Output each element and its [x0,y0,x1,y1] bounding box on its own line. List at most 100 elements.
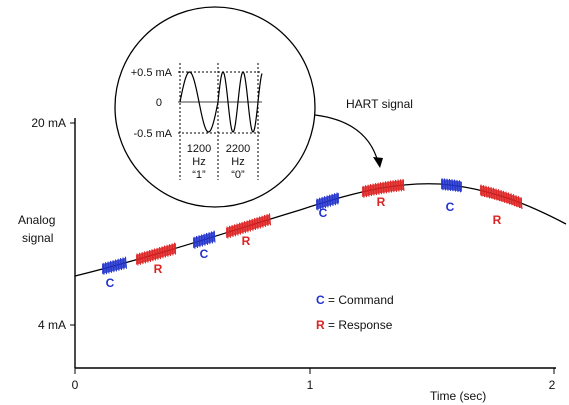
burst-ripple [196,235,198,249]
burst-ripple [112,260,115,273]
burst-ripple [149,249,151,263]
freq2-bit: “0” [231,169,245,181]
response-burst-2 [136,242,176,266]
legend-command-letter: C [316,293,325,307]
burst-ripple [329,194,331,207]
burst-ripple [326,195,329,208]
burst-ripple [239,222,241,235]
burst-ripple [515,195,518,208]
burst-ripple [226,226,229,239]
freq2-value: 2200 [226,143,250,155]
burst-ripple [520,197,523,210]
burst-ripple [372,183,375,196]
command-letter-5: C [319,206,328,220]
legend-response-text: = Response [325,318,393,332]
burst-ripple [459,180,461,193]
burst-ripple [385,181,387,194]
legend-command-text: = Command [325,293,394,307]
burst-ripple [115,259,117,272]
burst-ripple [365,185,367,198]
burst-ripple [490,186,493,200]
burst-ripple [495,188,498,201]
burst-ripple [213,230,216,243]
inset-ytick-plus: +0.5 mA [131,67,173,79]
freq1-value: 1200 [187,143,211,155]
command-burst-7 [441,178,462,193]
burst-ripple [141,252,144,265]
legend-response-letter: R [316,318,325,332]
inset-ytick-minus: -0.5 mA [133,128,172,140]
response-burst-8 [480,184,523,210]
burst-ripple [125,256,127,269]
legend-command: C = Command [316,293,394,307]
burst-ripple [449,178,451,191]
x-tick-label-0: 0 [72,378,79,392]
burst-ripple [493,187,495,200]
command-letter-3: C [200,247,209,261]
burst-ripple [367,184,370,197]
burst-ripple [319,197,321,210]
burst-ripple [508,192,510,205]
burst-ripple [395,179,397,192]
hart-bursts [102,178,523,275]
burst-ripple [206,232,208,245]
burst-ripple [316,198,319,211]
burst-ripple [390,180,392,193]
burst-ripple [382,181,385,194]
burst-ripple [387,180,390,193]
burst-ripple [117,258,120,271]
x-tick-label-1: 1 [307,378,314,392]
burst-band [102,257,126,275]
response-letter-2: R [154,262,163,276]
burst-ripple [375,183,377,196]
command-burst-3 [193,230,216,249]
legend-response: R = Response [316,318,393,332]
burst-ripple [249,219,251,232]
x-tick-label-2: 2 [549,378,556,392]
burst-ripple [483,185,485,198]
burst-ripple [324,196,326,209]
legend: C = Command R = Response [316,293,394,332]
burst-ripple [156,247,159,260]
burst-ripple [505,191,508,204]
burst-ripple [510,193,513,206]
inset-sine-wave [179,71,263,133]
burst-band [136,243,176,265]
burst-ripple [488,186,490,199]
burst-ripple [236,223,239,236]
burst-ripple [174,242,176,255]
y-tick-label-bottom: 4 mA [38,318,66,332]
command-letter-7: C [446,200,455,214]
burst-ripple [159,247,161,260]
command-burst-1 [102,256,127,275]
burst-ripple [203,233,206,246]
hart-signal-label: HART signal [346,97,413,111]
burst-ripple [500,189,503,203]
y-axis-label-line1: Analog [18,213,55,227]
burst-ripple [107,261,110,274]
burst-ripple [120,258,122,271]
burst-ripple [370,184,372,197]
burst-ripple [146,250,149,263]
response-burst-6 [362,178,405,198]
burst-ripple [377,182,380,195]
burst-letters: C R C R C R C R [106,195,502,290]
burst-ripple [331,193,334,206]
burst-ripple [251,218,254,231]
burst-ripple [193,236,196,249]
command-letter-1: C [106,276,115,290]
burst-ripple [269,213,271,226]
burst-ripple [392,180,395,193]
burst-ripple [485,185,488,198]
burst-ripple [513,194,515,207]
response-burst-4 [226,213,271,239]
magnifier-circle [114,6,316,208]
burst-ripple [498,189,500,202]
burst-ripple [102,262,105,275]
burst-ripple [446,178,449,191]
x-axis-label: Time (sec) [430,389,486,403]
burst-ripple [256,217,259,230]
burst-ripple [264,214,266,227]
burst-ripple [518,196,520,209]
